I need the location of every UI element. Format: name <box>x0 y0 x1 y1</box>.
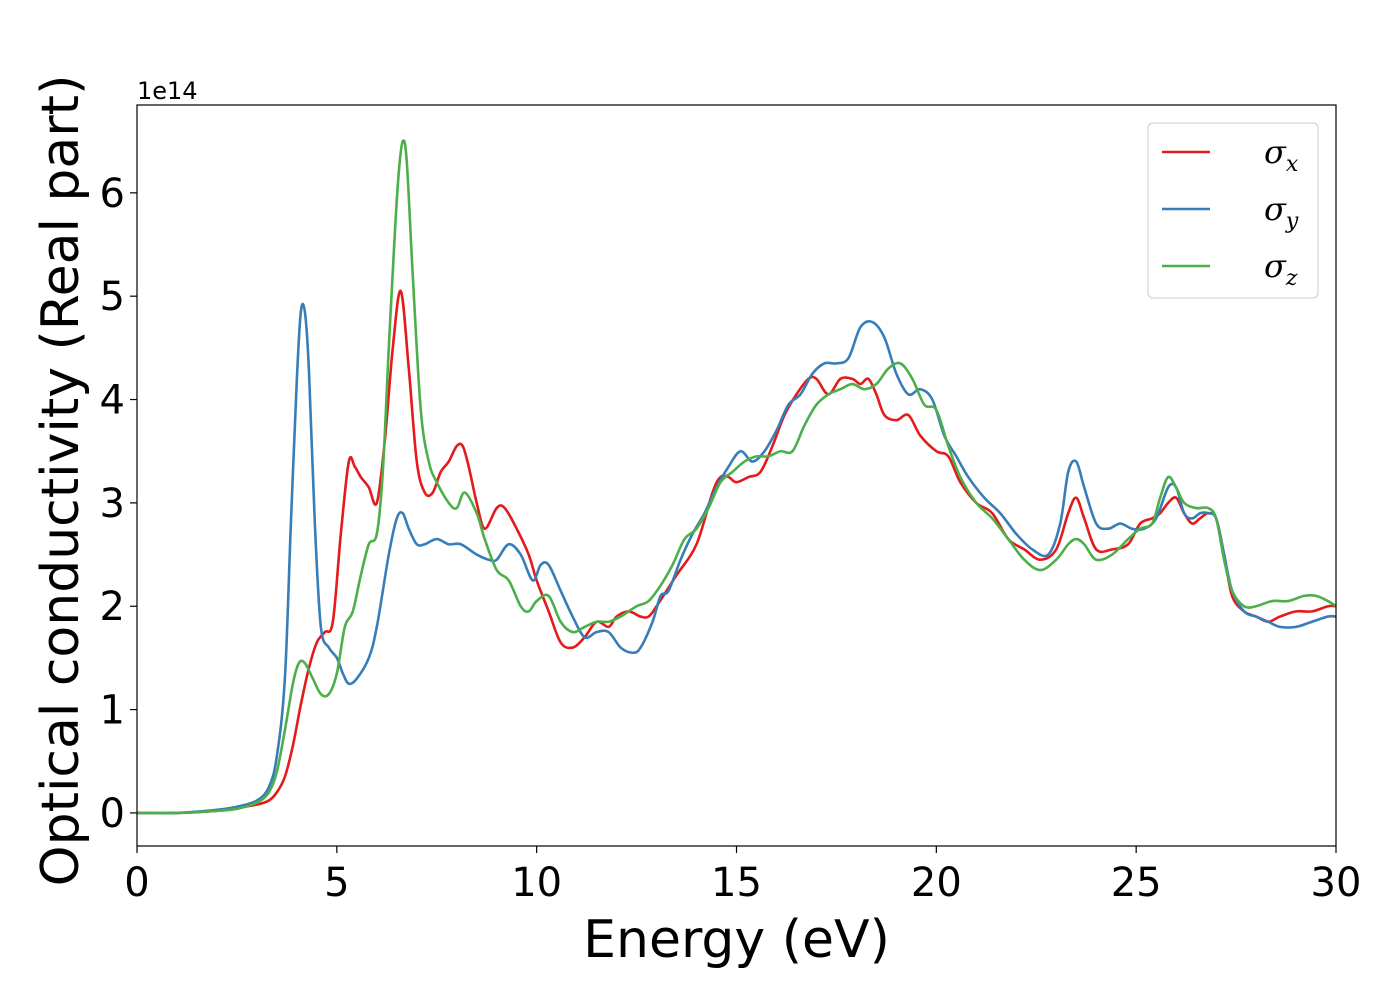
y-tick-label: 2 <box>100 584 125 630</box>
y-offset-label: 1e14 <box>137 77 198 105</box>
x-tick-label: 5 <box>324 860 349 906</box>
series-layer <box>137 139 1336 815</box>
x-axis-title: Energy (eV) <box>583 910 890 970</box>
legend-items: σx σy σz <box>1162 133 1299 291</box>
series-line-x <box>137 289 1336 815</box>
legend-label-y: σy <box>1264 190 1299 234</box>
x-tick-label: 25 <box>1111 860 1162 906</box>
y-tick-label: 5 <box>100 274 125 320</box>
y-tick-label: 4 <box>100 378 125 424</box>
ticks-layer: 0 5 10 15 20 25 30 0 1 2 3 4 5 6 <box>100 171 1362 906</box>
legend-box <box>1147 122 1319 299</box>
legend-label-x: σx <box>1264 133 1299 177</box>
y-tick-label: 3 <box>100 481 125 527</box>
y-axis-title: Optical conductivity (Real part) <box>31 75 91 887</box>
x-tick-label: 15 <box>711 860 762 906</box>
x-tick-label: 10 <box>511 860 562 906</box>
legend-label-z: σz <box>1264 247 1298 291</box>
series-line-y <box>137 302 1336 815</box>
legend: σx σy σz <box>1147 122 1319 299</box>
x-tick-label: 0 <box>124 860 149 906</box>
x-tick-label: 20 <box>911 860 962 906</box>
y-tick-label: 6 <box>100 171 125 217</box>
x-tick-label: 30 <box>1311 860 1362 906</box>
y-tick-label: 1 <box>100 688 125 734</box>
series-line-z <box>137 139 1336 815</box>
y-tick-label: 0 <box>100 791 125 837</box>
